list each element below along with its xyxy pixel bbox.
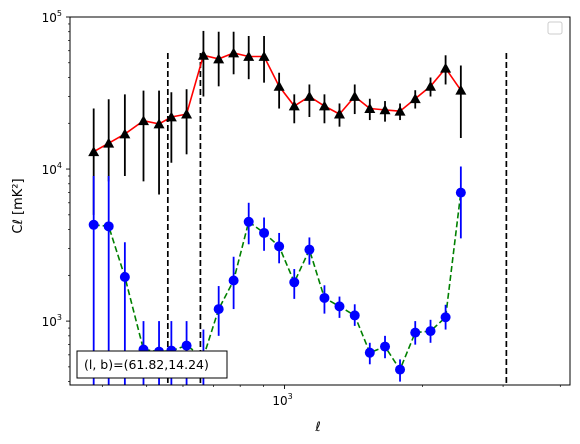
- data-point-circle: [395, 364, 406, 375]
- data-point-circle: [274, 241, 285, 252]
- data-point-circle: [213, 304, 224, 315]
- data-point-triangle: [137, 115, 149, 126]
- annotation-box: (l, b)=(61.82,14.24): [76, 350, 228, 379]
- data-point-triangle: [349, 91, 361, 101]
- data-point-circle: [259, 227, 270, 238]
- data-point-circle: [410, 327, 421, 338]
- data-point-triangle: [181, 108, 193, 119]
- x-tick-label: 103: [272, 392, 292, 408]
- data-point-triangle: [425, 80, 437, 91]
- data-point-triangle: [243, 50, 255, 61]
- series-red-line: [93, 52, 462, 153]
- data-point-circle: [103, 221, 114, 232]
- y-tick-label: 105: [42, 9, 62, 25]
- data-point-triangle: [153, 118, 165, 129]
- data-point-circle: [349, 310, 360, 321]
- data-point-circle: [455, 187, 466, 198]
- data-point-circle: [181, 340, 192, 351]
- data-point-circle: [304, 244, 315, 255]
- data-point-triangle: [333, 108, 345, 119]
- data-point-triangle: [318, 100, 330, 111]
- data-point-circle: [119, 272, 130, 283]
- y-axis-label: Cℓ [mK²]: [11, 178, 26, 233]
- data-point-triangle: [88, 146, 100, 157]
- data-point-triangle: [303, 91, 315, 101]
- data-point-circle: [334, 301, 345, 312]
- legend-box[interactable]: [547, 21, 563, 35]
- data-point-circle: [425, 326, 436, 337]
- data-point-triangle: [103, 137, 115, 148]
- data-point-circle: [289, 277, 300, 288]
- data-point-triangle: [165, 111, 177, 122]
- data-point-circle: [243, 216, 254, 227]
- data-point-triangle: [258, 50, 270, 61]
- data-point-triangle: [228, 47, 240, 58]
- y-tick-label: 103: [42, 313, 62, 329]
- data-point-circle: [364, 347, 375, 358]
- data-point-triangle: [364, 103, 376, 113]
- data-point-triangle: [273, 80, 285, 91]
- data-point-circle: [380, 341, 391, 352]
- data-point-circle: [440, 312, 451, 323]
- data-point-triangle: [213, 53, 225, 64]
- plot-frame: [69, 16, 571, 386]
- data-point-triangle: [197, 49, 209, 60]
- y-tick-label: 104: [42, 161, 62, 177]
- x-axis-label: ℓ: [314, 420, 320, 435]
- data-point-triangle: [409, 93, 421, 104]
- data-point-circle: [228, 275, 239, 286]
- data-point-circle: [88, 219, 99, 230]
- data-point-triangle: [379, 104, 391, 115]
- data-point-triangle: [440, 62, 452, 73]
- annotation-text: (l, b)=(61.82,14.24): [84, 357, 209, 372]
- data-point-triangle: [288, 100, 300, 111]
- data-point-triangle: [119, 128, 131, 139]
- data-point-circle: [319, 292, 330, 303]
- series-green-dashed-line: [93, 192, 462, 372]
- data-point-triangle: [455, 84, 467, 95]
- data-point-triangle: [394, 105, 406, 116]
